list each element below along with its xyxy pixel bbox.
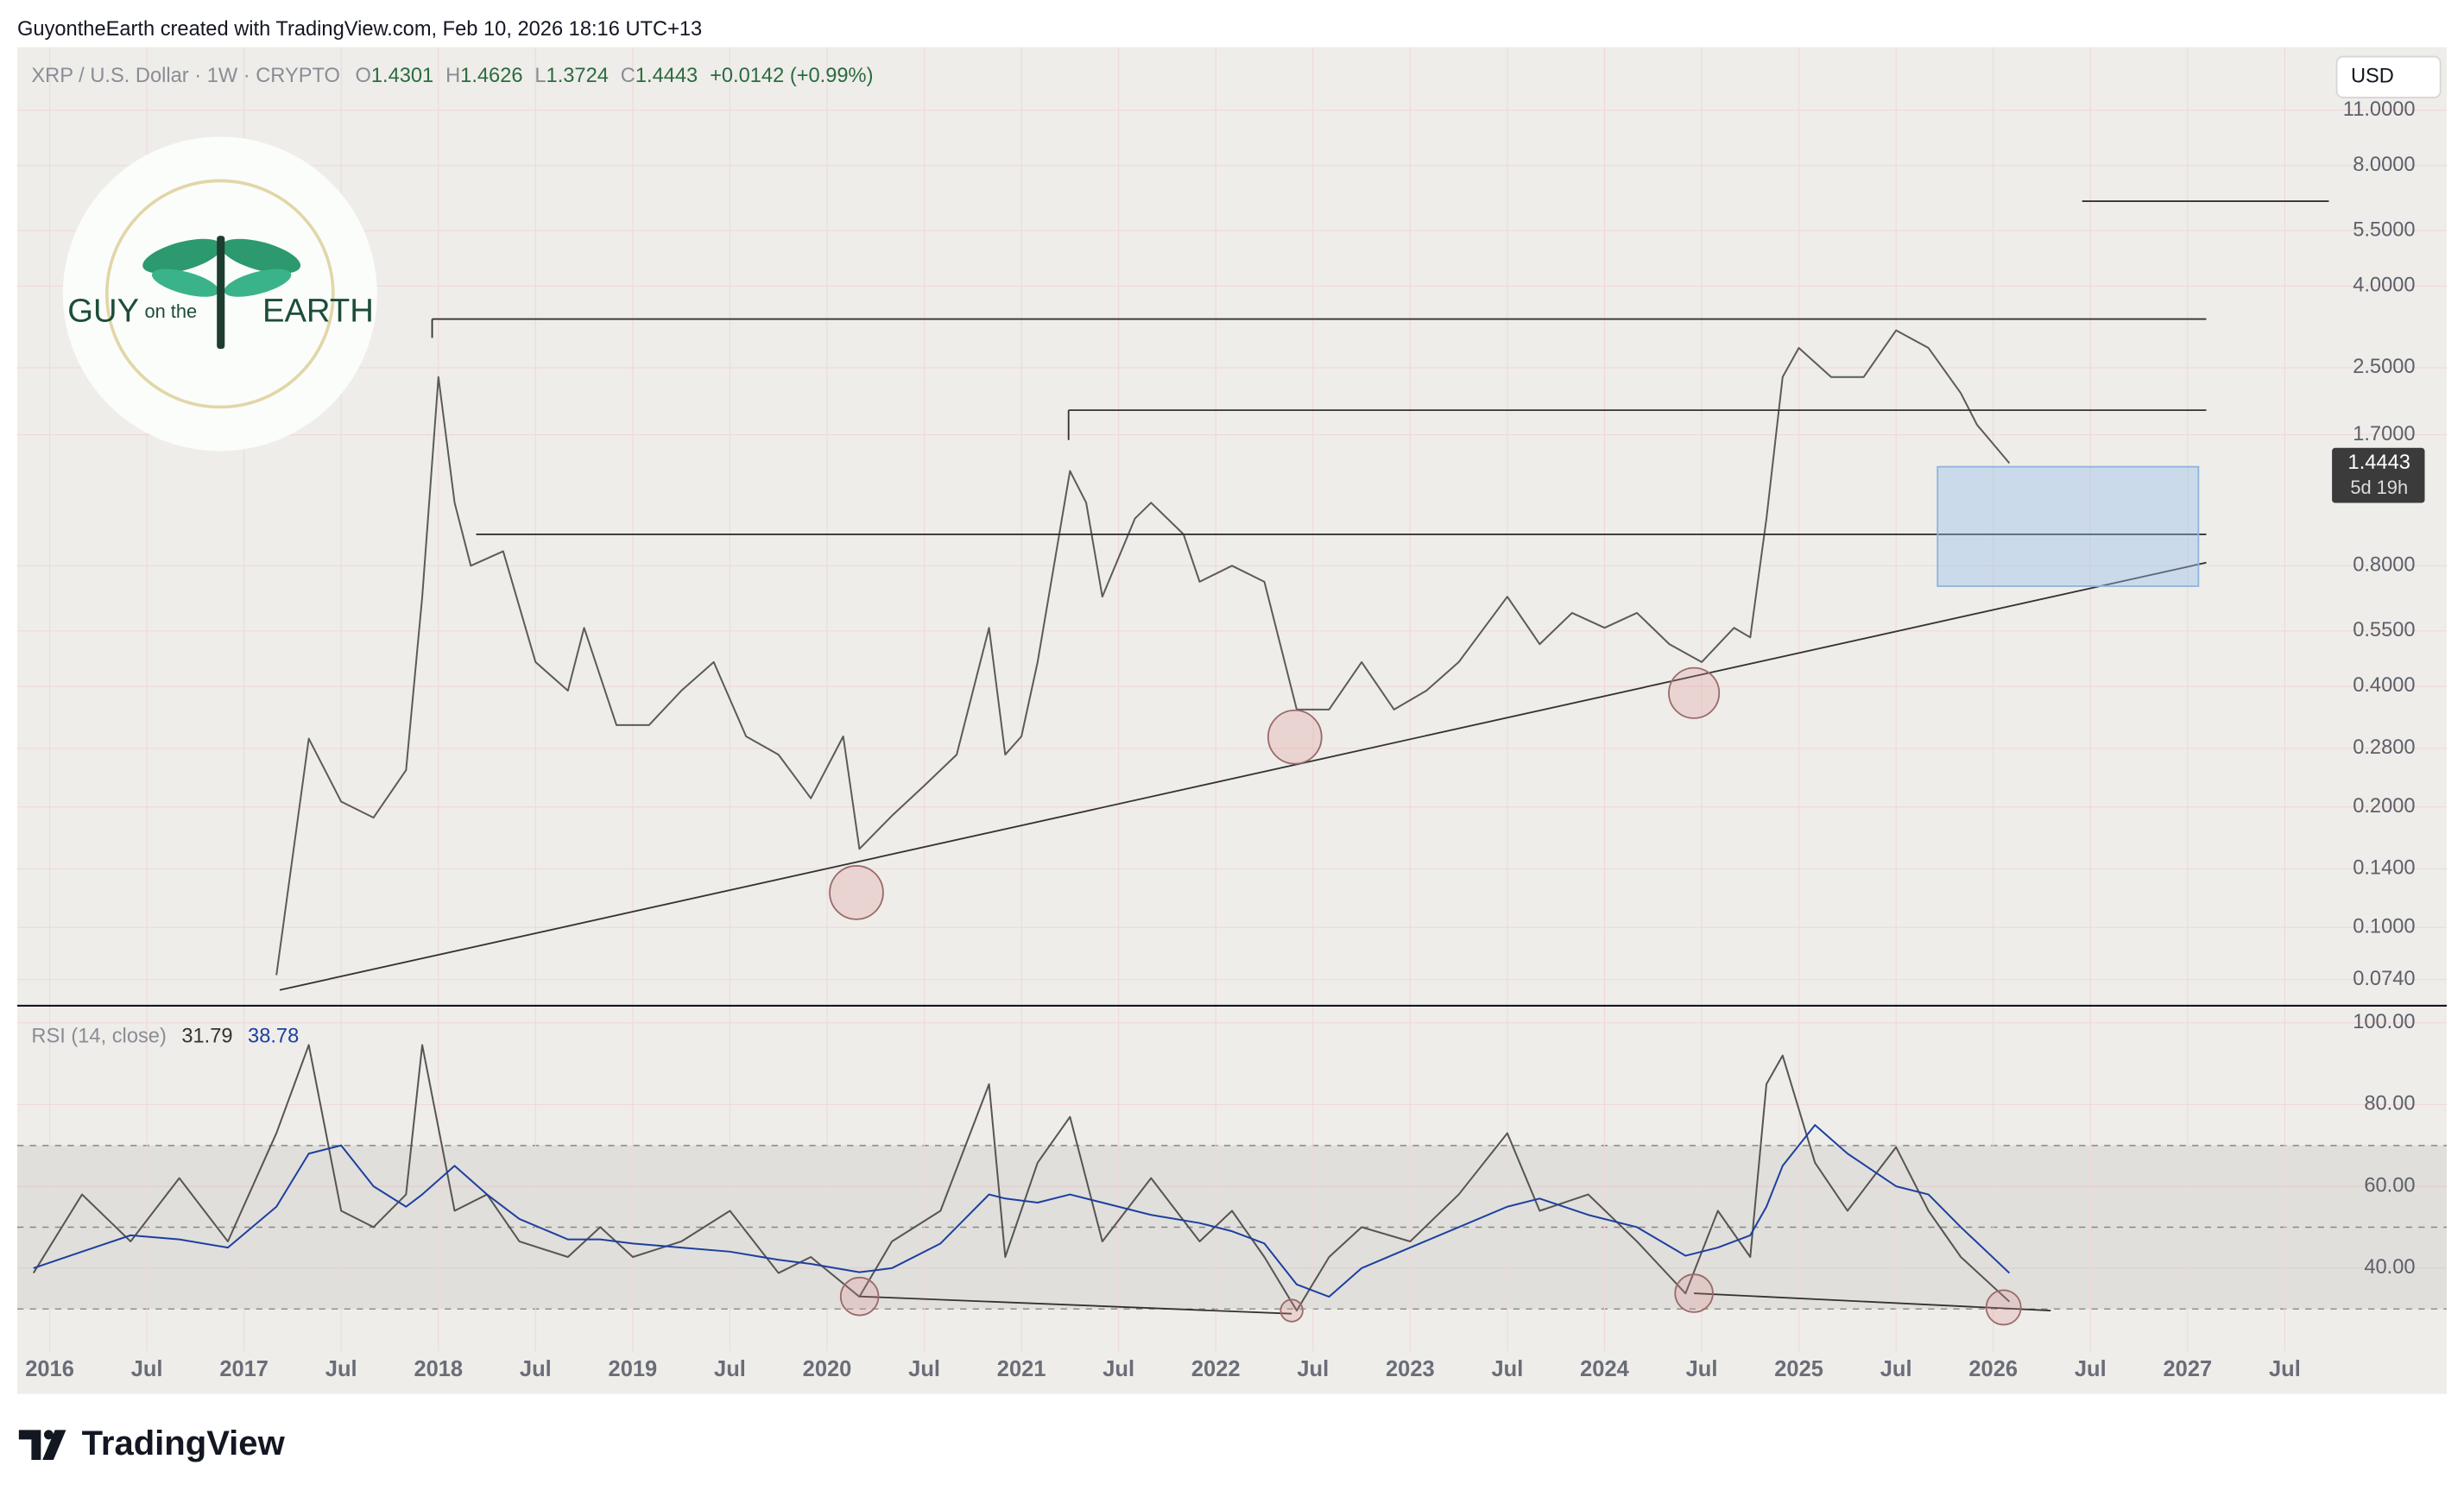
rsi-trend-line xyxy=(1694,1292,2051,1311)
target-zone xyxy=(1936,465,2200,587)
rsi-trend-line xyxy=(859,1295,1292,1315)
ohlc-value: 1.3724 xyxy=(547,65,609,87)
y-tick-label: 0.2800 xyxy=(2353,736,2415,759)
price-legend: XRP / U.S. Dollar · 1W · CRYPTO O1.4301 … xyxy=(31,65,873,87)
last-price: 1.4443 xyxy=(2348,452,2410,474)
symbol: XRP / U.S. Dollar · 1W · CRYPTO xyxy=(31,65,340,87)
x-tick-label: Jul xyxy=(520,1357,552,1381)
wing xyxy=(151,268,219,297)
x-tick-label: Jul xyxy=(1492,1357,1524,1381)
x-tick-label: 2017 xyxy=(219,1357,269,1381)
y-tick-label: 0.4000 xyxy=(2353,674,2415,697)
ohlc-label: H xyxy=(445,65,460,87)
series-line xyxy=(275,329,2011,976)
trend-line xyxy=(279,561,2207,991)
rsi-ma-value: 38.78 xyxy=(248,1026,299,1048)
y-tick-label: 40.00 xyxy=(2364,1256,2415,1279)
ohlc-value: 1.4301 xyxy=(371,65,433,87)
logo-text: on the xyxy=(144,300,197,322)
rsi-value: 31.79 xyxy=(181,1026,232,1048)
y-tick-label: 4.0000 xyxy=(2353,275,2415,297)
x-tick-label: Jul xyxy=(2269,1357,2301,1381)
ohlc-label: L xyxy=(534,65,546,87)
logo-text: EARTH xyxy=(262,292,374,329)
y-tick-label: 100.00 xyxy=(2353,1011,2415,1033)
wing xyxy=(142,238,223,274)
logo-text: GUY xyxy=(67,292,139,329)
highlight-circle xyxy=(1267,709,1323,765)
x-tick-label: Jul xyxy=(1297,1357,1329,1381)
x-tick-label: Jul xyxy=(1686,1357,1718,1381)
plot: 11.0000 8.0000 5.5000 4.0000 2.5000 1.7000 0.8… xyxy=(25,98,2415,1381)
x-tick-label: Jul xyxy=(325,1357,357,1381)
ohlc-label: C xyxy=(621,65,635,87)
x-tick-label: 2018 xyxy=(414,1357,463,1381)
tv-mark xyxy=(42,1430,66,1460)
y-tick-label: 2.5000 xyxy=(2353,356,2415,378)
highlight-circles xyxy=(829,666,2022,1326)
x-tick-label: 2021 xyxy=(997,1357,1046,1381)
tv-mark xyxy=(18,1430,41,1460)
rsi-legend: RSI (14, close) 31.79 38.78 xyxy=(31,1026,299,1048)
currency-label: USD xyxy=(2351,65,2394,87)
body xyxy=(217,236,225,350)
x-tick-label: Jul xyxy=(714,1357,746,1381)
y-tick-label: 1.7000 xyxy=(2353,423,2415,445)
y-tick-label: 0.5500 xyxy=(2353,619,2415,641)
x-tick-label: Jul xyxy=(908,1357,940,1381)
highlight-circle xyxy=(1985,1289,2022,1326)
x-tick-label: 2019 xyxy=(609,1357,658,1381)
drawings xyxy=(279,200,2329,1315)
countdown: 5d 19h xyxy=(2350,477,2408,498)
currency-button[interactable] xyxy=(2335,55,2442,98)
y-tick-label: 0.2000 xyxy=(2353,795,2415,818)
chart-background xyxy=(17,47,2447,1394)
series-line xyxy=(32,1044,2011,1312)
indicator: RSI (14, close) xyxy=(31,1026,166,1048)
highlight-circle xyxy=(829,865,884,920)
wing xyxy=(221,238,301,274)
y-tick-label: 5.5000 xyxy=(2353,218,2415,241)
highlight-circle xyxy=(1668,666,1721,719)
ohlc-label: O xyxy=(355,65,370,87)
y-tick-label: 0.0740 xyxy=(2353,968,2415,990)
x-tick-label: 2027 xyxy=(2163,1357,2212,1381)
tv-mark xyxy=(43,1430,54,1440)
x-tick-label: 2016 xyxy=(25,1357,74,1381)
y-tick-label: 0.1400 xyxy=(2353,857,2415,880)
x-tick-label: Jul xyxy=(2075,1357,2107,1381)
last-price-tag xyxy=(2332,447,2425,503)
highlight-circle xyxy=(1674,1273,1714,1313)
x-tick-label: 2020 xyxy=(803,1357,852,1381)
ohlc-value: 1.4626 xyxy=(460,65,522,87)
y-tick-label: 8.0000 xyxy=(2353,154,2415,176)
attribution: GuyontheEarth created with TradingView.c… xyxy=(17,18,702,41)
tradingview-logo: TradingView xyxy=(18,1424,286,1462)
series-line xyxy=(33,1124,2011,1298)
logo-ring xyxy=(104,179,335,409)
x-tick-label: 2022 xyxy=(1191,1357,1241,1381)
brand: TradingView xyxy=(82,1424,286,1462)
x-tick-label: 2026 xyxy=(1968,1357,2018,1381)
x-tick-label: Jul xyxy=(1102,1357,1134,1381)
change: +0.0142 (+0.99%) xyxy=(710,65,873,87)
y-tick-label: 0.8000 xyxy=(2353,554,2415,577)
x-tick-label: 2025 xyxy=(1774,1357,1823,1381)
y-tick-label: 0.1000 xyxy=(2353,915,2415,938)
ohlc-value: 1.4443 xyxy=(635,65,698,87)
y-tick-label: 60.00 xyxy=(2364,1174,2415,1197)
y-tick-label: 80.00 xyxy=(2364,1093,2415,1115)
x-tick-label: Jul xyxy=(1880,1357,1912,1381)
x-tick-label: 2024 xyxy=(1580,1357,1629,1381)
x-tick-label: 2023 xyxy=(1386,1357,1435,1381)
wing xyxy=(224,268,292,297)
x-tick-label: Jul xyxy=(131,1357,163,1381)
logo: GUY on the EARTH xyxy=(62,136,377,452)
y-tick-label: 11.0000 xyxy=(2343,98,2416,121)
highlight-circle xyxy=(839,1276,880,1317)
highlight-circle xyxy=(1279,1298,1304,1323)
